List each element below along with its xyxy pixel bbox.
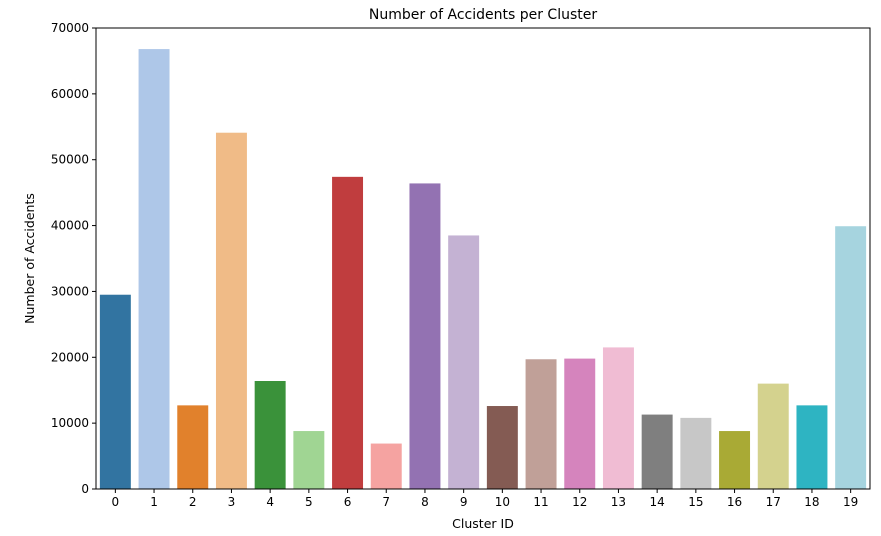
bar-cluster-3 — [215, 132, 247, 489]
x-tick-label: 14 — [650, 495, 665, 509]
bar-cluster-8 — [409, 183, 441, 489]
x-tick-label: 3 — [228, 495, 236, 509]
bar-cluster-2 — [177, 405, 209, 489]
y-tick-label: 40000 — [51, 219, 89, 233]
bar-cluster-17 — [757, 383, 789, 489]
bar-cluster-5 — [293, 431, 325, 489]
x-tick-label: 12 — [572, 495, 587, 509]
x-tick-label: 8 — [421, 495, 429, 509]
x-tick-label: 15 — [688, 495, 703, 509]
bar-cluster-1 — [138, 49, 170, 490]
x-tick-label: 17 — [766, 495, 781, 509]
bar-cluster-19 — [835, 226, 867, 490]
x-tick-label: 5 — [305, 495, 313, 509]
bar-cluster-7 — [370, 443, 402, 489]
bars-group — [99, 49, 867, 490]
bar-cluster-12 — [564, 358, 596, 489]
x-tick-label: 7 — [382, 495, 390, 509]
y-axis-ticks: 0 10000 20000 30000 40000 50000 60000 70000 — [51, 21, 96, 496]
chart-title: Number of Accidents per Cluster — [369, 7, 597, 23]
x-tick-label: 13 — [611, 495, 626, 509]
bar-cluster-4 — [254, 380, 286, 489]
y-tick-label: 0 — [81, 482, 89, 496]
bar-cluster-11 — [525, 359, 557, 489]
y-tick-label: 20000 — [51, 350, 89, 364]
x-tick-label: 16 — [727, 495, 742, 509]
y-tick-label: 50000 — [51, 153, 89, 167]
x-tick-label: 0 — [112, 495, 120, 509]
bar-cluster-16 — [719, 431, 751, 489]
bar-cluster-18 — [796, 405, 828, 489]
y-axis-label: Number of Accidents — [22, 193, 37, 324]
x-axis-label: Cluster ID — [452, 516, 514, 531]
y-tick-label: 70000 — [51, 21, 89, 35]
y-tick-label: 60000 — [51, 87, 89, 101]
x-tick-label: 6 — [344, 495, 352, 509]
y-tick-label: 10000 — [51, 416, 89, 430]
x-tick-label: 2 — [189, 495, 197, 509]
bar-cluster-13 — [602, 347, 634, 489]
x-tick-label: 4 — [266, 495, 274, 509]
x-tick-label: 1 — [150, 495, 158, 509]
x-tick-label: 9 — [460, 495, 468, 509]
bar-cluster-14 — [641, 414, 673, 489]
bar-cluster-9 — [448, 235, 480, 489]
x-tick-label: 10 — [495, 495, 510, 509]
x-tick-label: 11 — [533, 495, 548, 509]
plot-frame — [95, 27, 871, 490]
x-tick-label: 18 — [804, 495, 819, 509]
x-axis-ticks: 0 1 2 3 4 5 6 7 8 9 10 11 12 13 14 15 16 17 18 19 — [112, 489, 858, 509]
bar-cluster-6 — [332, 176, 364, 489]
bar-cluster-15 — [680, 417, 712, 489]
y-tick-label: 30000 — [51, 284, 89, 298]
x-tick-label: 19 — [843, 495, 858, 509]
bar-cluster-0 — [99, 294, 131, 489]
bar-cluster-10 — [486, 406, 518, 489]
